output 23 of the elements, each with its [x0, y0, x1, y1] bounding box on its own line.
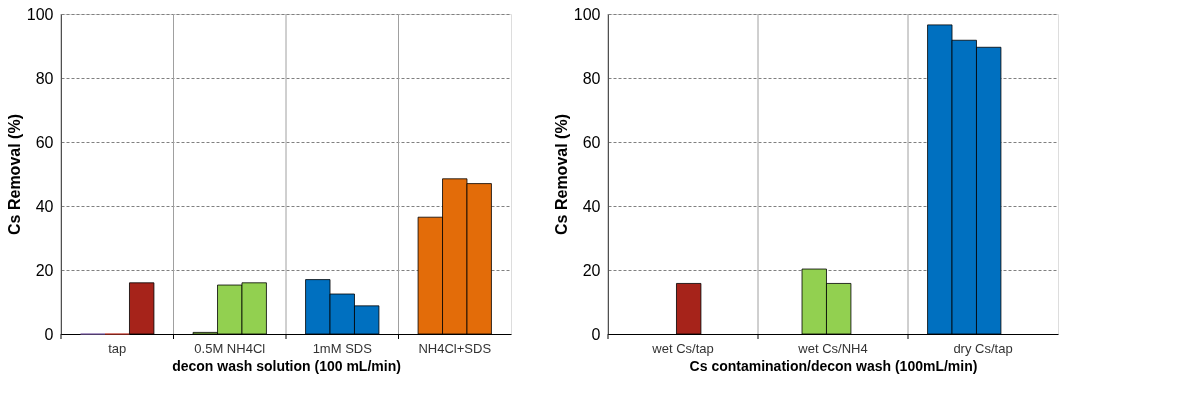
x-axis-title: decon wash solution (100 mL/min): [172, 357, 401, 374]
x-tick-label: tap: [108, 340, 127, 356]
x-tick-label: 0.5M NH4Cl: [194, 340, 266, 356]
y-tick-label: 100: [573, 5, 601, 23]
y-tick-label: 60: [35, 133, 54, 151]
x-tick-label: 1mM SDS: [312, 340, 373, 356]
y-tick-label: 60: [582, 133, 601, 151]
y-axis-title: Cs Removal (%): [552, 114, 570, 235]
x-tick-label: wet Cs/NH4: [797, 340, 868, 356]
x-tick-label: dry Cs/tap: [953, 340, 1013, 356]
y-tick-label: 0: [591, 325, 601, 343]
y-tick-label: 40: [582, 197, 601, 215]
y-tick-label: 100: [26, 5, 54, 23]
y-tick-label: 80: [35, 69, 54, 87]
y-tick-label: 80: [582, 69, 601, 87]
y-tick-label: 20: [582, 261, 601, 279]
y-tick-label: 40: [35, 197, 54, 215]
x-tick-label: wet Cs/tap: [651, 340, 714, 356]
y-axis-title: Cs Removal (%): [5, 114, 23, 235]
x-axis-title: Cs contamination/decon wash (100mL/min): [689, 357, 978, 374]
y-tick-label: 20: [35, 261, 54, 279]
y-tick-label: 0: [44, 325, 54, 343]
x-tick-label: NH4Cl+SDS: [418, 340, 492, 356]
